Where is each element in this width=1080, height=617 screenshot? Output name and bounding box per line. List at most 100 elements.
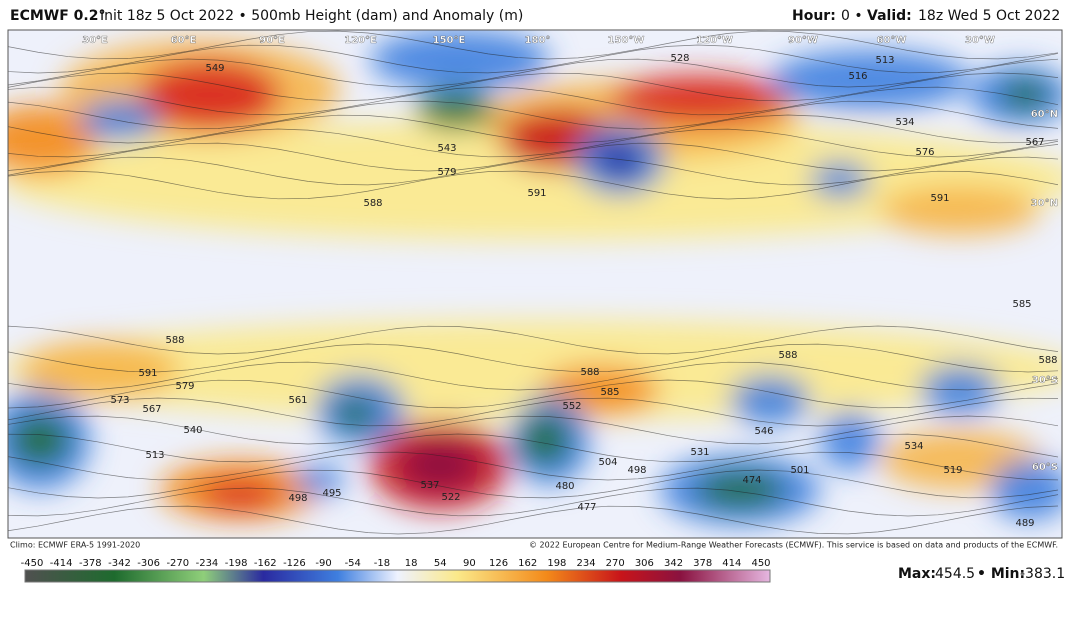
anomaly-blob xyxy=(335,400,375,430)
contour-line xyxy=(8,379,1059,409)
contour-label: 585 xyxy=(1012,299,1031,310)
contour-label: 477 xyxy=(577,502,596,513)
contour-line xyxy=(8,325,1059,355)
anomaly-blob xyxy=(770,50,970,110)
colorbar xyxy=(24,569,771,583)
model: ECMWF 0.2° xyxy=(10,8,105,24)
longitude-label: 30°E xyxy=(82,35,108,46)
colorbar-tick-label: 162 xyxy=(518,558,537,569)
contour-line xyxy=(8,44,1059,74)
anomaly-blob xyxy=(1000,80,1050,110)
contour-line xyxy=(8,156,1059,186)
contour-label: 552 xyxy=(562,401,581,412)
contour-label: 588 xyxy=(363,198,382,209)
max-value: 454.5 xyxy=(935,566,975,582)
colorbar-tick-label: -162 xyxy=(254,558,277,569)
contour-label: 588 xyxy=(580,367,599,378)
contour-label: 519 xyxy=(943,465,962,476)
contour-line xyxy=(8,415,1059,445)
contour-label: 576 xyxy=(915,147,934,158)
contour-label: 504 xyxy=(598,457,617,468)
contour-label: 474 xyxy=(742,475,761,486)
longitude-label: 60°W xyxy=(877,35,907,46)
hour-value: 0 • xyxy=(841,8,863,24)
longitude-label: 120°W xyxy=(696,35,733,46)
contour-line xyxy=(8,433,1059,463)
contour-label: 588 xyxy=(1038,355,1057,366)
colorbar-tick-label: 270 xyxy=(606,558,625,569)
contour-label: 579 xyxy=(437,167,456,178)
min-value: -383.1 xyxy=(1020,566,1065,582)
latitude-label: 30°N xyxy=(1031,198,1058,209)
colorbar-tick-label: -306 xyxy=(137,558,160,569)
colorbar-tick-label: 54 xyxy=(434,558,447,569)
contour-line xyxy=(8,397,1059,427)
contour-label: 498 xyxy=(627,465,646,476)
colorbar-tick-label: -414 xyxy=(50,558,73,569)
latitude-label: 60°N xyxy=(1031,109,1058,120)
contour-label: 567 xyxy=(1025,137,1044,148)
contour-label: 567 xyxy=(142,404,161,415)
contours xyxy=(8,30,1059,535)
anomaly-blob xyxy=(10,415,70,465)
anomaly-blob xyxy=(8,105,100,175)
anomaly-blob xyxy=(598,142,642,178)
contour-label: 591 xyxy=(138,368,157,379)
contour-line xyxy=(8,100,1059,130)
colorbar-tick-label: 414 xyxy=(722,558,741,569)
contour-label: 573 xyxy=(110,395,129,406)
contour-line xyxy=(8,343,1059,373)
contour-label: 546 xyxy=(754,426,773,437)
anomaly-blob xyxy=(8,120,1062,240)
anomaly-blob xyxy=(415,90,495,130)
longitude-label: 120°E xyxy=(344,35,377,46)
hour-label: Hour: xyxy=(792,8,836,24)
colorbar-tick-label: 18 xyxy=(405,558,418,569)
contour-label: 513 xyxy=(145,450,164,461)
contour-label: 591 xyxy=(527,188,546,199)
contour-label: 540 xyxy=(183,425,202,436)
contour-label: 489 xyxy=(1015,518,1034,529)
longitude-label: 30°W xyxy=(965,35,995,46)
contour-line xyxy=(8,58,1059,88)
contour-label: 516 xyxy=(848,71,867,82)
longitude-label: 180° xyxy=(525,35,551,46)
contour-line xyxy=(8,30,1059,60)
contour-line xyxy=(8,170,1059,200)
header-bg xyxy=(0,0,1080,30)
contour-label: 537 xyxy=(420,480,439,491)
contour-label: 561 xyxy=(288,395,307,406)
anomaly-blob xyxy=(880,185,1040,235)
colorbar-tick-label: 306 xyxy=(635,558,654,569)
latitude-label: 60°S xyxy=(1032,462,1058,473)
colorbar-tick-label: -126 xyxy=(283,558,306,569)
colorbar-tick-label: 90 xyxy=(463,558,476,569)
max-label: Max: xyxy=(898,566,936,582)
contour-line xyxy=(8,505,1059,535)
anomaly-blob xyxy=(990,460,1062,520)
contour-label: 534 xyxy=(895,117,914,128)
colorbar-tick-label: 378 xyxy=(693,558,712,569)
anomaly-blob xyxy=(695,472,785,508)
anomaly-blob xyxy=(520,415,570,465)
contour-label: 513 xyxy=(875,55,894,66)
colorbar-tick-label: 342 xyxy=(664,558,683,569)
contour-line xyxy=(8,469,1059,499)
longitude-label: 90°W xyxy=(788,35,818,46)
contour-label: 588 xyxy=(778,350,797,361)
longitude-label: 150°E xyxy=(433,35,466,46)
longitude-label: 60°E xyxy=(171,35,197,46)
contour-label: 591 xyxy=(930,193,949,204)
colorbar-tick-label: -378 xyxy=(79,558,102,569)
colorbar-tick-label: 198 xyxy=(547,558,566,569)
contour-label: 588 xyxy=(165,335,184,346)
latitude-label: 30°S xyxy=(1032,375,1058,386)
colorbar-tick-label: -270 xyxy=(166,558,189,569)
contour-label: 495 xyxy=(322,488,341,499)
contour-line xyxy=(8,142,1059,172)
contour-line xyxy=(8,114,1059,144)
map xyxy=(8,30,1062,538)
colorbar-tick-label: 126 xyxy=(489,558,508,569)
contour-label: 501 xyxy=(790,465,809,476)
